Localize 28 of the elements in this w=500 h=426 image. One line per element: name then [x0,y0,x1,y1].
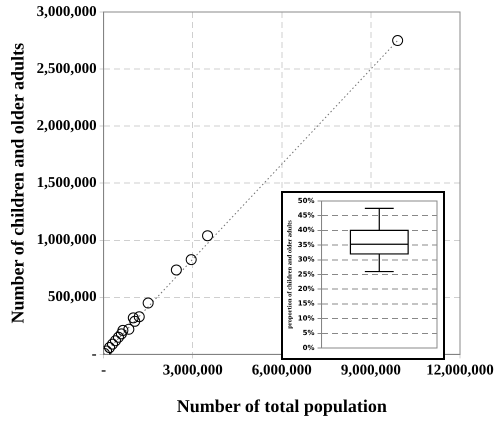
x-tick-label: 9,000,000 [340,362,401,378]
x-axis-title: Number of total population [176,396,387,416]
point [117,324,128,336]
y-tick-label: 1,500,000 [36,175,97,192]
point [170,264,182,276]
point [129,316,140,327]
x-tick-label: 12,000,000 [426,362,494,378]
x-tick-label: 6,000,000 [252,362,312,378]
y-tick-label: 3,000,000 [36,4,97,20]
point [142,298,154,309]
y-tick-label: 500,000 [48,289,97,306]
point [123,324,134,335]
point [116,328,127,340]
point [392,35,404,46]
point [134,311,145,322]
point [128,312,139,324]
point [112,332,124,343]
y-tick-label: - [92,346,97,362]
point [110,335,121,346]
y-tick-label: 1,000,000 [36,232,97,248]
y-tick-label: 2,500,000 [36,60,97,77]
x-tick-label: 3,000,000 [162,362,223,378]
point [104,342,116,354]
y-axis-title: Number of children and older adults [7,42,28,324]
y-tick-label: 2,000,000 [36,118,97,134]
point [186,254,197,266]
point [202,230,214,242]
point [107,338,118,350]
